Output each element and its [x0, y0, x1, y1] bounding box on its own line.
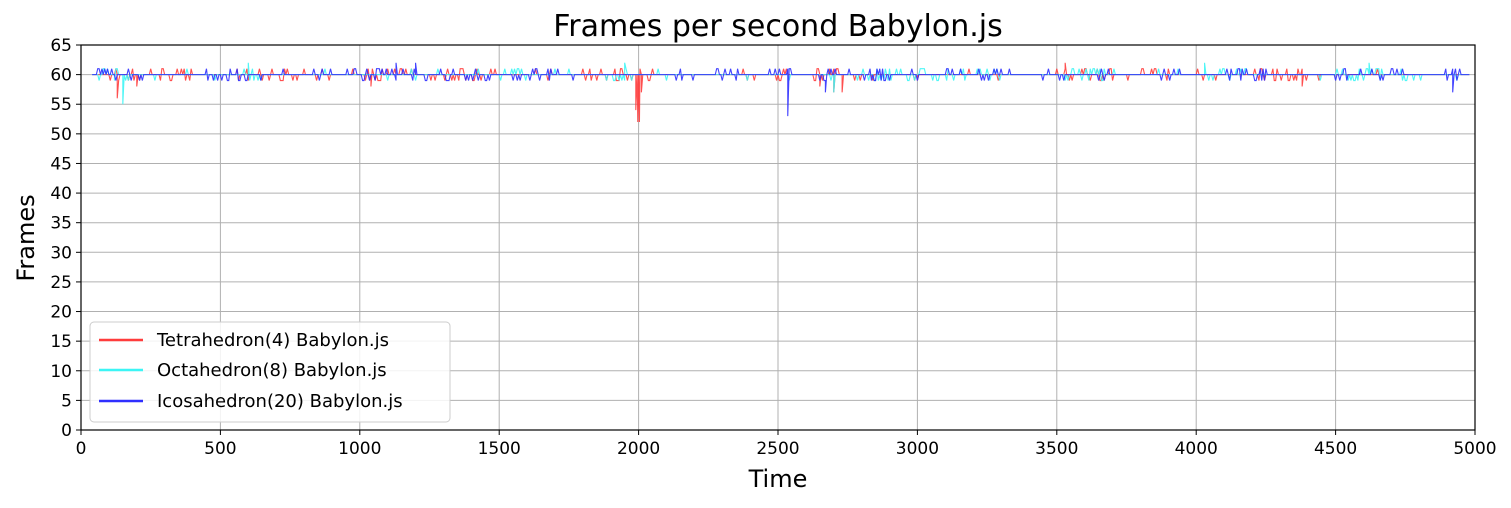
x-axis-label: Time [748, 465, 808, 493]
grid-layer [81, 45, 1475, 430]
series-2-line [92, 62, 1470, 117]
x-tick-label: 3500 [1035, 439, 1078, 459]
y-tick-label: 25 [50, 273, 72, 293]
legend-label-icosahedron: Icosahedron(20) Babylon.js [157, 391, 403, 412]
legend-box [89, 321, 451, 423]
tick-layer: 0 500 1000 1500 2000 2500 3000 3500 4000 4500 5000… [50, 36, 1496, 459]
x-tick-label: 5000 [1453, 439, 1496, 459]
x-tick-label: 0 [76, 439, 87, 459]
chart-title: Frames per second Babylon.js [553, 9, 1003, 44]
y-tick-label: 65 [50, 36, 72, 56]
y-tick-label: 35 [50, 214, 72, 234]
x-tick-label: 4000 [1175, 439, 1218, 459]
x-tick-label: 2000 [617, 439, 660, 459]
y-tick-label: 45 [50, 154, 72, 174]
y-tick-label: 40 [50, 184, 72, 204]
y-tick-label: 55 [50, 95, 72, 115]
y-tick-label: 10 [50, 362, 72, 382]
x-tick-label: 4500 [1314, 439, 1357, 459]
x-tick-label: 1500 [478, 439, 521, 459]
series-layer [92, 62, 1470, 123]
x-tick-label: 1000 [338, 439, 381, 459]
y-tick-label: 30 [50, 243, 72, 263]
y-tick-label: 50 [50, 125, 72, 145]
x-tick-label: 2500 [756, 439, 799, 459]
series-2-path [92, 62, 1470, 117]
y-axis-label: Frames [12, 194, 40, 281]
y-tick-label: 0 [61, 421, 72, 441]
legend-label-tetrahedron: Tetrahedron(4) Babylon.js [156, 330, 389, 351]
y-tick-label: 15 [50, 332, 72, 352]
legend-label-octahedron: Octahedron(8) Babylon.js [157, 360, 387, 381]
y-tick-label: 5 [61, 391, 72, 411]
y-tick-label: 20 [50, 303, 72, 323]
y-tick-label: 60 [50, 66, 72, 86]
x-tick-label: 3000 [896, 439, 939, 459]
x-tick-label: 500 [204, 439, 236, 459]
legend: Tetrahedron(4) Babylon.js Octahedron(8) … [89, 321, 451, 423]
